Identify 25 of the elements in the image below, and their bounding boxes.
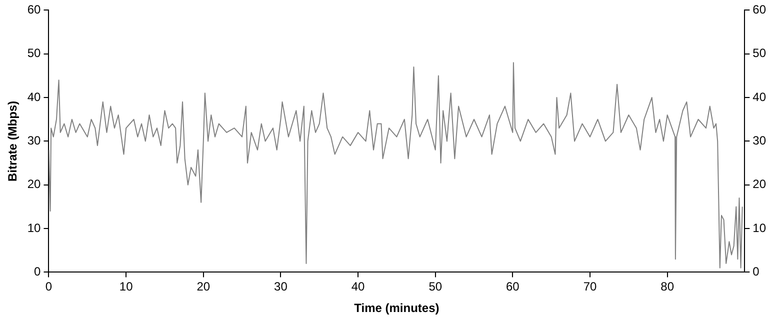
y-tick-label: 40 bbox=[27, 90, 42, 104]
x-tick-label: 50 bbox=[428, 280, 442, 294]
x-tick-label: 20 bbox=[196, 280, 210, 294]
x-tick-label: 0 bbox=[45, 280, 52, 294]
y2-tick-label: 20 bbox=[752, 177, 766, 192]
x-tick-label: 40 bbox=[351, 280, 366, 294]
y-axis-title: Bitrate (Mbps) bbox=[6, 100, 20, 182]
y2-tick-label: 10 bbox=[752, 220, 766, 235]
y2-tick-label: 0 bbox=[752, 264, 760, 279]
y-tick-label: 20 bbox=[27, 177, 42, 192]
x-tick-label: 70 bbox=[583, 280, 597, 294]
y-tick-label: 50 bbox=[27, 46, 42, 60]
x-axis-title: Time (minutes) bbox=[354, 301, 440, 316]
y-tick-label: 30 bbox=[27, 134, 42, 148]
y2-tick-label: 60 bbox=[752, 2, 766, 17]
x-tick-label: 80 bbox=[660, 280, 674, 294]
x-tick-label: 30 bbox=[274, 280, 288, 294]
y-tick-label: 0 bbox=[34, 264, 42, 279]
y2-tick-label: 50 bbox=[752, 46, 766, 60]
x-tick-label: 10 bbox=[119, 280, 134, 294]
y2-tick-label: 30 bbox=[752, 134, 766, 148]
y2-tick-label: 40 bbox=[752, 90, 766, 104]
x-tick-label: 60 bbox=[506, 280, 520, 294]
y-tick-label: 10 bbox=[27, 220, 42, 235]
y-tick-label: 60 bbox=[27, 2, 42, 17]
